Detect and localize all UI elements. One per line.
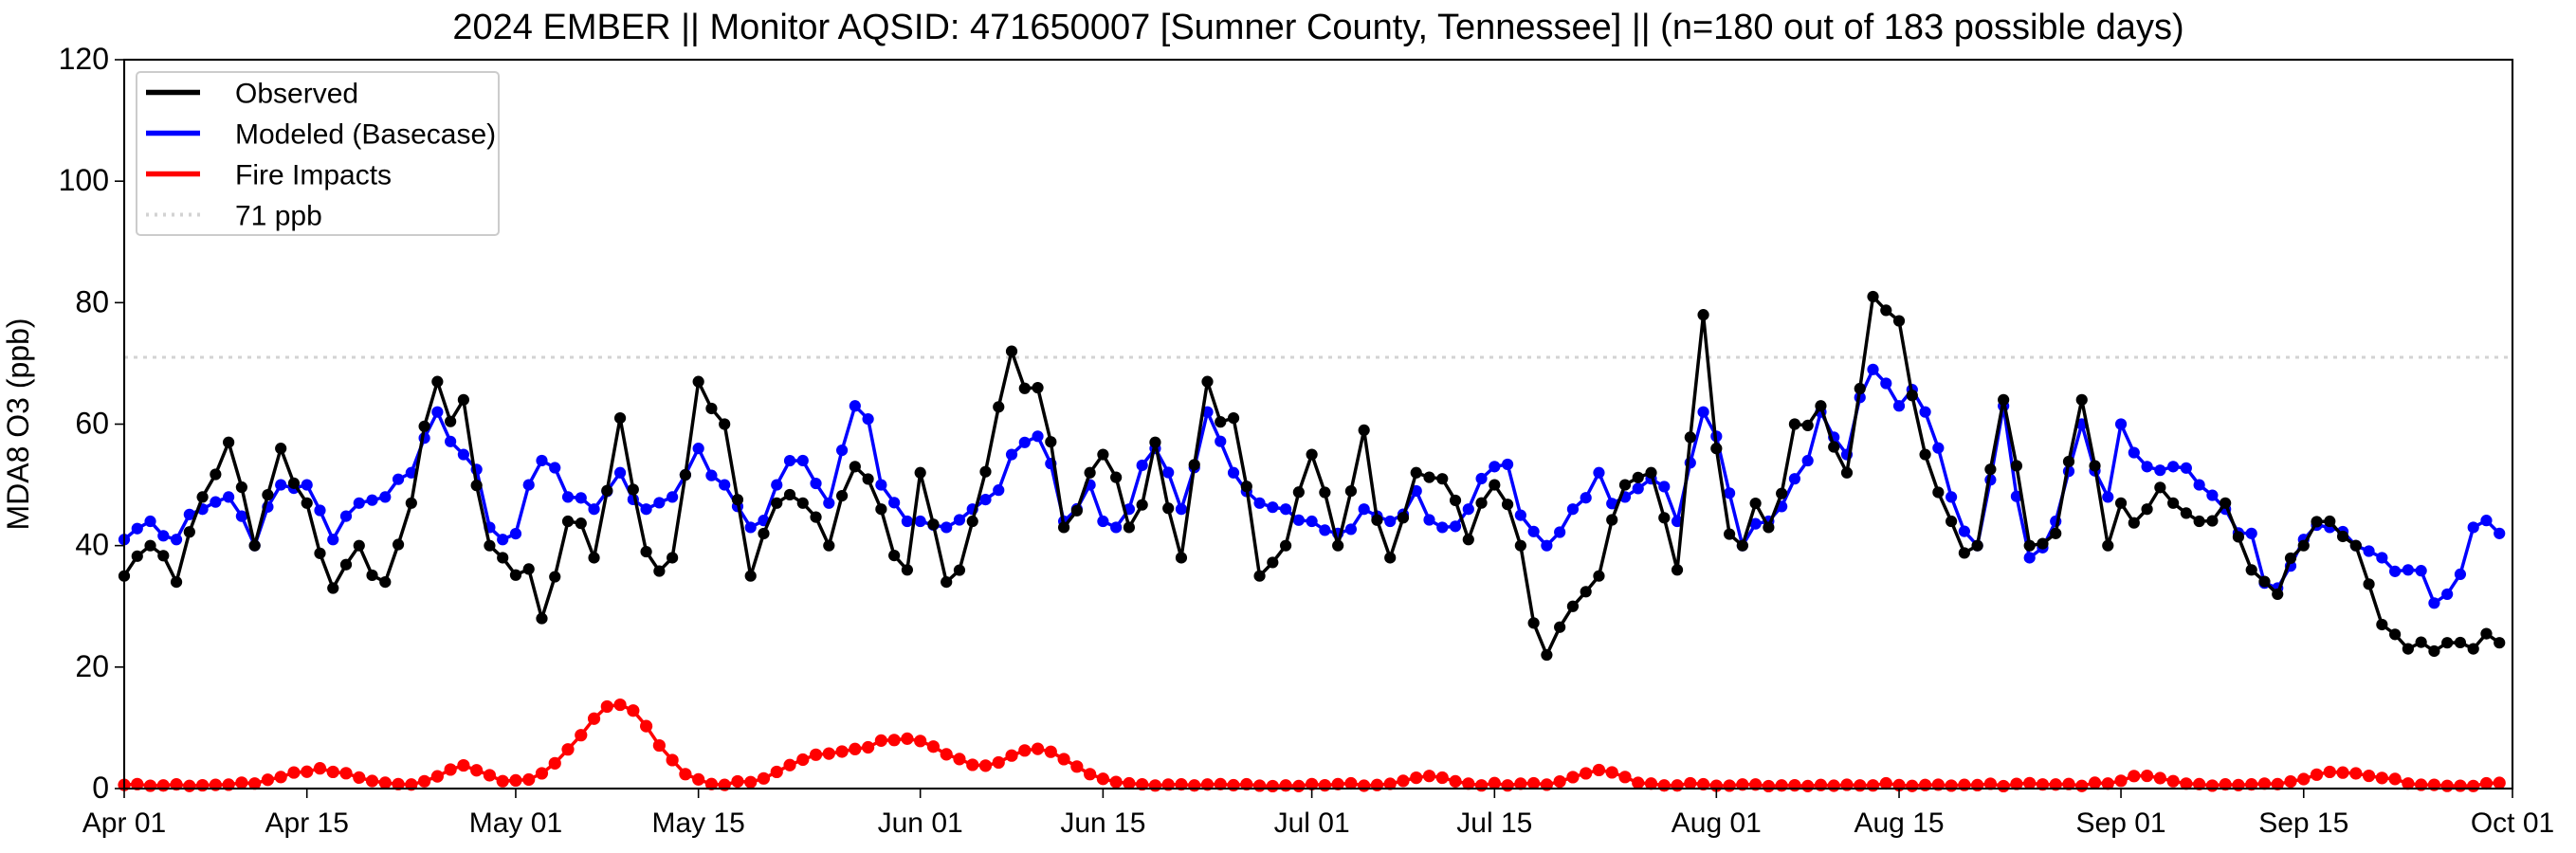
svg-text:Sep 15: Sep 15 [2258, 808, 2348, 839]
svg-text:40: 40 [75, 528, 109, 562]
svg-text:MDA8 O3 (ppb): MDA8 O3 (ppb) [1, 318, 35, 530]
svg-text:Aug 15: Aug 15 [1854, 808, 1944, 839]
svg-text:100: 100 [59, 163, 109, 197]
svg-text:Modeled (Basecase): Modeled (Basecase) [235, 119, 496, 151]
svg-text:Observed: Observed [235, 79, 358, 110]
svg-text:Aug 01: Aug 01 [1672, 808, 1762, 839]
svg-text:Jul 01: Jul 01 [1274, 808, 1350, 839]
svg-text:Fire Impacts: Fire Impacts [235, 160, 392, 191]
svg-text:May 15: May 15 [651, 808, 744, 839]
svg-text:2024 EMBER || Monitor AQSID: 4: 2024 EMBER || Monitor AQSID: 471650007 [… [452, 8, 2183, 47]
svg-text:Apr 15: Apr 15 [265, 808, 349, 839]
svg-text:Sep 01: Sep 01 [2076, 808, 2166, 839]
svg-text:May 01: May 01 [469, 808, 562, 839]
svg-text:Jul 15: Jul 15 [1456, 808, 1532, 839]
svg-text:71 ppb: 71 ppb [235, 201, 322, 232]
svg-text:60: 60 [75, 407, 109, 441]
svg-text:80: 80 [75, 284, 109, 318]
svg-text:Jun 15: Jun 15 [1060, 808, 1145, 839]
svg-text:Apr 01: Apr 01 [82, 808, 166, 839]
svg-text:0: 0 [92, 771, 109, 805]
svg-text:Jun 01: Jun 01 [878, 808, 963, 839]
svg-text:120: 120 [59, 42, 109, 76]
svg-text:20: 20 [75, 649, 109, 683]
svg-text:Oct 01: Oct 01 [2471, 808, 2554, 839]
